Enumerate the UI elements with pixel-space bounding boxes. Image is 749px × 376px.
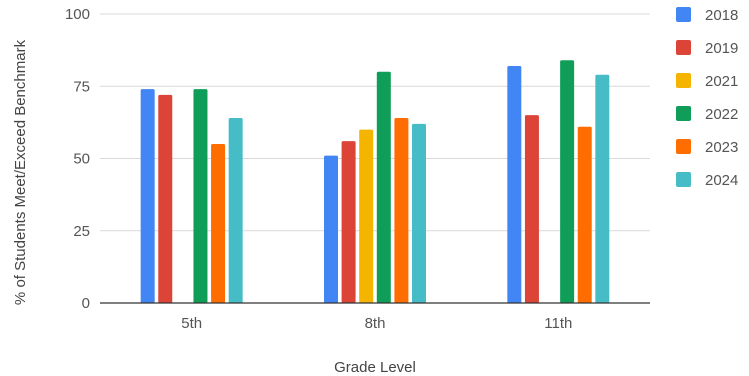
bar-2019-8th bbox=[341, 141, 356, 303]
bar-2024-5th bbox=[228, 118, 243, 303]
legend-swatch-2023 bbox=[676, 139, 691, 154]
legend-label-2022: 2022 bbox=[705, 106, 738, 123]
legend-swatch-2024 bbox=[676, 172, 691, 187]
x-tick-label: 11th bbox=[544, 315, 572, 332]
y-tick-label: 50 bbox=[73, 151, 90, 168]
bar-2021-8th bbox=[359, 129, 374, 303]
legend-label-2024: 2024 bbox=[705, 172, 738, 189]
y-tick-label: 0 bbox=[82, 295, 90, 312]
y-tick-label: 75 bbox=[73, 78, 90, 95]
legend-swatch-2018 bbox=[676, 7, 691, 22]
legend-label-2023: 2023 bbox=[705, 139, 738, 156]
bars bbox=[140, 60, 610, 304]
x-tick-label: 5th bbox=[181, 315, 202, 332]
legend-label-2021: 2021 bbox=[705, 73, 738, 90]
legend-label-2018: 2018 bbox=[705, 7, 738, 24]
legend-swatch-2022 bbox=[676, 106, 691, 121]
legend-swatch-2021 bbox=[676, 73, 691, 88]
bar-2024-11th bbox=[595, 74, 610, 303]
x-tick-label: 8th bbox=[365, 315, 386, 332]
x-axis-ticks: 5th 8th 11th bbox=[181, 315, 572, 332]
x-axis-label: Grade Level bbox=[334, 359, 416, 376]
bar-2022-8th bbox=[376, 71, 391, 303]
bar-2023-5th bbox=[211, 144, 226, 303]
bar-2023-11th bbox=[577, 126, 592, 304]
y-tick-label: 100 bbox=[65, 6, 90, 23]
bar-2018-8th bbox=[324, 155, 338, 303]
bar-2019-11th bbox=[524, 115, 539, 304]
y-tick-label: 25 bbox=[73, 223, 90, 240]
bar-2018-11th bbox=[507, 66, 522, 304]
bar-2022-11th bbox=[560, 60, 575, 303]
bar-2024-8th bbox=[412, 123, 426, 303]
legend-label-2019: 2019 bbox=[705, 40, 738, 57]
bar-2022-5th bbox=[193, 89, 208, 303]
legend: 2018 2019 2021 2022 2023 2024 bbox=[676, 7, 738, 189]
y-axis-label: % of Students Meet/Exceed Benchmark bbox=[12, 39, 29, 305]
y-axis-ticks: 0 25 50 75 100 bbox=[65, 6, 90, 312]
bar-2023-8th bbox=[394, 118, 409, 303]
gridlines bbox=[100, 13, 650, 232]
bar-2018-5th bbox=[140, 89, 155, 303]
bar-2019-5th bbox=[158, 94, 173, 303]
legend-swatch-2019 bbox=[676, 40, 691, 55]
